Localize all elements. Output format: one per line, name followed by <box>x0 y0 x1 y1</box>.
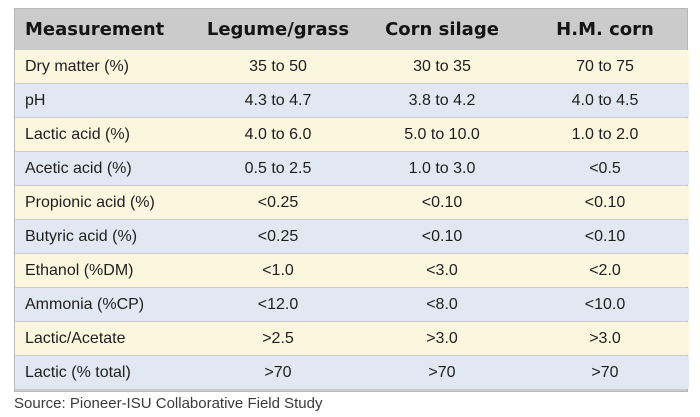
measurement-cell: Lactic acid (%) <box>15 118 193 151</box>
corn-silage-cell: 1.0 to 3.0 <box>363 152 521 185</box>
hm-corn-cell: >3.0 <box>521 322 689 355</box>
hm-corn-cell: 1.0 to 2.0 <box>521 118 689 151</box>
header-row: Measurement Legume/grass Corn silage H.M… <box>15 10 689 49</box>
hm-corn-cell: >70 <box>521 356 689 389</box>
measurement-cell: Ethanol (%DM) <box>15 254 193 287</box>
table-row: Propionic acid (%) <0.25 <0.10 <0.10 <box>15 186 689 219</box>
corn-silage-cell: 3.8 to 4.2 <box>363 84 521 117</box>
source-caption: Source: Pioneer-ISU Collaborative Field … <box>14 395 323 412</box>
table-row: Lactic/Acetate >2.5 >3.0 >3.0 <box>15 322 689 355</box>
header-corn-silage: Corn silage <box>385 19 499 40</box>
corn-silage-cell: >70 <box>363 356 521 389</box>
hm-corn-cell: 4.0 to 4.5 <box>521 84 689 117</box>
table-row: Lactic (% total) >70 >70 >70 <box>15 356 689 389</box>
hm-corn-cell: <10.0 <box>521 288 689 321</box>
measurement-cell: Lactic (% total) <box>15 356 193 389</box>
legume-grass-cell: <0.25 <box>193 186 363 219</box>
legume-grass-cell: <1.0 <box>193 254 363 287</box>
table-row: Lactic acid (%) 4.0 to 6.0 5.0 to 10.0 1… <box>15 118 689 151</box>
table-row: Dry matter (%) 35 to 50 30 to 35 70 to 7… <box>15 50 689 83</box>
hm-corn-cell: <0.10 <box>521 220 689 253</box>
corn-silage-cell: <0.10 <box>363 186 521 219</box>
measurement-cell: Dry matter (%) <box>15 50 193 83</box>
corn-silage-cell: 30 to 35 <box>363 50 521 83</box>
measurement-cell: Ammonia (%CP) <box>15 288 193 321</box>
measurement-cell: Propionic acid (%) <box>15 186 193 219</box>
measurement-cell: Lactic/Acetate <box>15 322 193 355</box>
legume-grass-cell: 4.0 to 6.0 <box>193 118 363 151</box>
corn-silage-cell: 5.0 to 10.0 <box>363 118 521 151</box>
table-row: Butyric acid (%) <0.25 <0.10 <0.10 <box>15 220 689 253</box>
corn-silage-cell: <8.0 <box>363 288 521 321</box>
header-hm-corn: H.M. corn <box>556 19 654 40</box>
hm-corn-cell: 70 to 75 <box>521 50 689 83</box>
legume-grass-cell: >2.5 <box>193 322 363 355</box>
corn-silage-cell: <3.0 <box>363 254 521 287</box>
table-row: pH 4.3 to 4.7 3.8 to 4.2 4.0 to 4.5 <box>15 84 689 117</box>
header-measurement: Measurement <box>25 19 165 40</box>
table-row: Ethanol (%DM) <1.0 <3.0 <2.0 <box>15 254 689 287</box>
legume-grass-cell: <0.25 <box>193 220 363 253</box>
corn-silage-cell: <0.10 <box>363 220 521 253</box>
legume-grass-cell: >70 <box>193 356 363 389</box>
legume-grass-cell: 0.5 to 2.5 <box>193 152 363 185</box>
table-row: Acetic acid (%) 0.5 to 2.5 1.0 to 3.0 <0… <box>15 152 689 185</box>
measurement-cell: Butyric acid (%) <box>15 220 193 253</box>
hm-corn-cell: <0.10 <box>521 186 689 219</box>
legume-grass-cell: <12.0 <box>193 288 363 321</box>
header-legume-grass: Legume/grass <box>206 19 350 40</box>
silage-table-panel: Measurement Legume/grass Corn silage H.M… <box>14 8 689 392</box>
table-row: Ammonia (%CP) <12.0 <8.0 <10.0 <box>15 288 689 321</box>
measurement-cell: pH <box>15 84 193 117</box>
table-wrap: Measurement Legume/grass Corn silage H.M… <box>15 9 689 391</box>
hm-corn-cell: <2.0 <box>521 254 689 287</box>
corn-silage-cell: >3.0 <box>363 322 521 355</box>
measurement-cell: Acetic acid (%) <box>15 152 193 185</box>
legume-grass-cell: 35 to 50 <box>193 50 363 83</box>
legume-grass-cell: 4.3 to 4.7 <box>193 84 363 117</box>
silage-fermentation-table: Measurement Legume/grass Corn silage H.M… <box>15 9 689 390</box>
hm-corn-cell: <0.5 <box>521 152 689 185</box>
